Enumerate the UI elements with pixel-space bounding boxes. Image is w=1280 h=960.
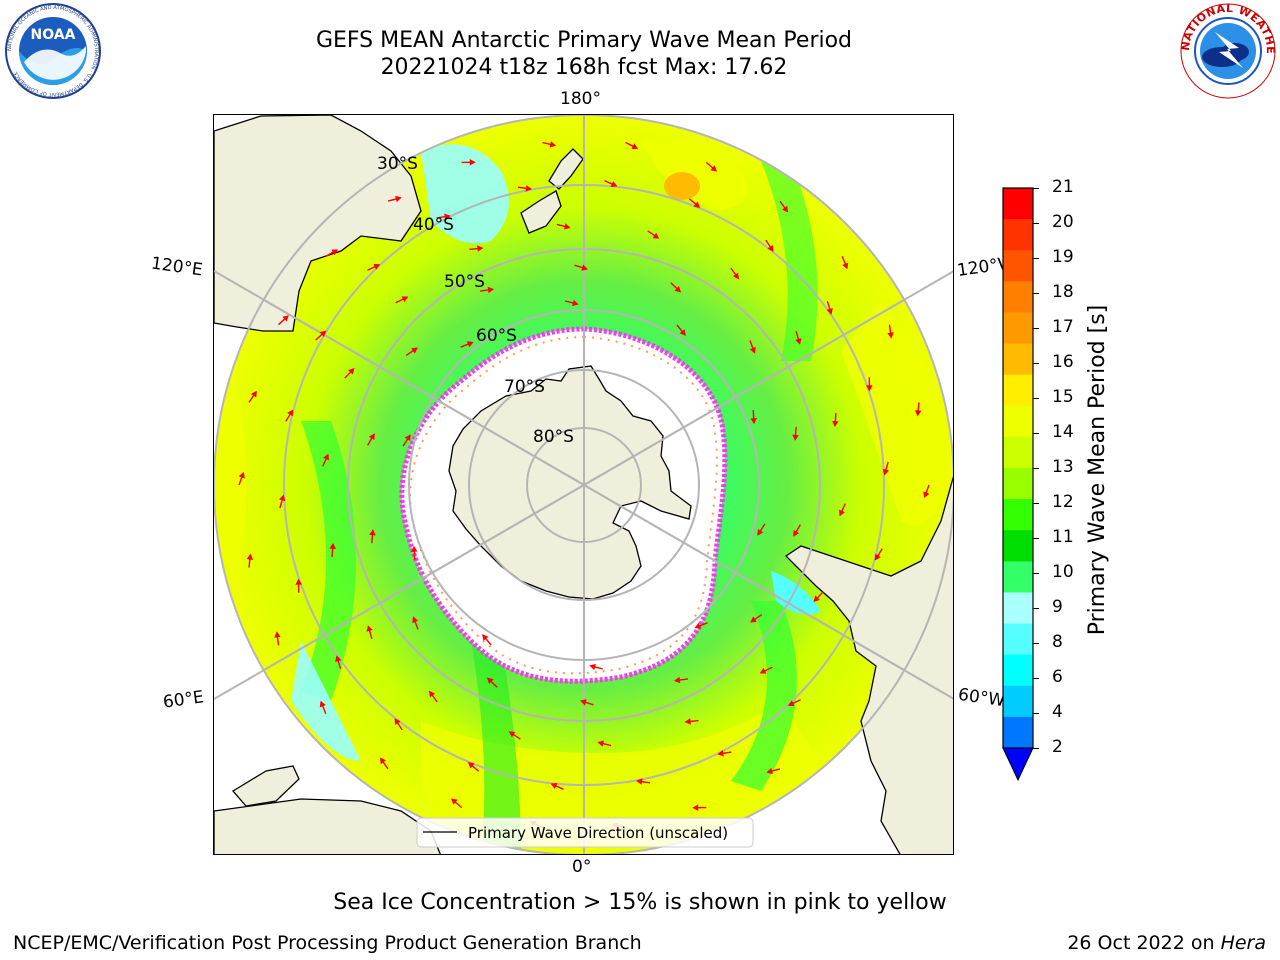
colorbar-segment <box>1003 219 1033 251</box>
colorbar-segment <box>1003 655 1033 687</box>
colorbar-tick-mark <box>1033 188 1039 189</box>
lat-label-80s: 80°S <box>533 427 574 447</box>
colorbar-segment <box>1003 624 1033 656</box>
colorbar-segment <box>1003 468 1033 500</box>
legend-label: Primary Wave Direction (unscaled) <box>468 824 728 842</box>
chart-title: GEFS MEAN Antarctic Primary Wave Mean Pe… <box>0 27 1168 54</box>
noaa-logo: NOAA NATIONAL OCEANIC AND ATMOSPHERIC AD… <box>2 2 105 100</box>
colorbar-tick-mark <box>1033 503 1039 504</box>
colorbar-segment <box>1003 281 1033 313</box>
chart-subtitle: 20221024 t18z 168h fcst Max: 17.62 <box>0 54 1168 81</box>
colorbar-tick-mark <box>1033 748 1039 749</box>
colorbar-label: Primary Wave Mean Period [s] <box>1085 295 1110 645</box>
colorbar-tick: 15 <box>1052 387 1074 407</box>
noaa-logo-text: NOAA <box>31 27 76 43</box>
colorbar-segment <box>1003 686 1033 718</box>
colorbar-tick: 19 <box>1052 247 1074 267</box>
nws-logo: NATIONAL WEATHER SERVICE <box>1177 2 1280 100</box>
colorbar-segment <box>1003 437 1033 469</box>
map-legend: Primary Wave Direction (unscaled) <box>417 818 753 847</box>
colorbar-tick-mark <box>1033 643 1039 644</box>
lon-label-120e: 120°E <box>150 253 204 280</box>
lon-label-60e: 60°E <box>162 687 205 712</box>
lon-label-0: 0° <box>572 857 591 877</box>
colorbar-tick-mark <box>1033 363 1039 364</box>
colorbar-tick-mark <box>1033 678 1039 679</box>
colorbar-tick: 9 <box>1052 597 1063 617</box>
colorbar-tick-mark <box>1033 433 1039 434</box>
colorbar-segment <box>1003 344 1033 376</box>
colorbar-tick: 6 <box>1052 667 1063 687</box>
colorbar-tick-mark <box>1033 573 1039 574</box>
map-panel: 30°S 40°S 50°S 60°S 70°S 80°S Primary Wa… <box>213 114 954 855</box>
colorbar-segment <box>1003 375 1033 407</box>
footer-date-text: 26 Oct 2022 on <box>1067 932 1220 954</box>
colorbar-under-arrow <box>1003 748 1033 780</box>
colorbar-tick-mark <box>1033 328 1039 329</box>
colorbar-segment <box>1003 561 1033 593</box>
colorbar-tick: 18 <box>1052 282 1074 302</box>
footer-branch: NCEP/EMC/Verification Post Processing Pr… <box>13 932 642 954</box>
colorbar-segment <box>1003 250 1033 282</box>
colorbar-tick-mark <box>1033 398 1039 399</box>
lat-label-30s: 30°S <box>377 154 418 174</box>
footer-date: 26 Oct 2022 on Hera <box>1067 932 1266 954</box>
colorbar-tick: 10 <box>1052 562 1074 582</box>
polar-map: 30°S 40°S 50°S 60°S 70°S 80°S Primary Wa… <box>214 115 954 855</box>
colorbar-tick: 16 <box>1052 352 1074 372</box>
colorbar-tick-mark <box>1033 223 1039 224</box>
lon-label-180: 180° <box>560 89 601 109</box>
colorbar-tick: 17 <box>1052 317 1074 337</box>
colorbar-tick: 12 <box>1052 492 1074 512</box>
colorbar-tick-mark <box>1033 293 1039 294</box>
lat-label-70s: 70°S <box>504 377 545 397</box>
colorbar-tick: 21 <box>1052 177 1074 197</box>
colorbar-tick: 14 <box>1052 422 1074 442</box>
colorbar-tick-mark <box>1033 713 1039 714</box>
lat-label-40s: 40°S <box>413 215 454 235</box>
sea-ice-caption: Sea Ice Concentration > 15% is shown in … <box>0 890 1280 915</box>
colorbar-tick-mark <box>1033 608 1039 609</box>
colorbar-tick: 13 <box>1052 457 1074 477</box>
colorbar-segment <box>1003 717 1033 749</box>
colorbar-tick: 8 <box>1052 632 1063 652</box>
colorbar-segment <box>1003 530 1033 562</box>
colorbar-tick: 11 <box>1052 527 1074 547</box>
lat-label-50s: 50°S <box>444 272 485 292</box>
lon-label-60w: 60°W <box>957 685 1006 711</box>
colorbar-tick: 2 <box>1052 737 1063 757</box>
colorbar-tick-mark <box>1033 258 1039 259</box>
colorbar-tick: 4 <box>1052 702 1063 722</box>
colorbar-tick-mark <box>1033 538 1039 539</box>
colorbar-segment <box>1003 499 1033 531</box>
colorbar-segment <box>1003 592 1033 624</box>
lat-label-60s: 60°S <box>476 326 517 346</box>
colorbar-tick: 20 <box>1052 212 1074 232</box>
colorbar-segment <box>1003 312 1033 344</box>
footer-machine: Hera <box>1221 932 1266 954</box>
colorbar-segment <box>1003 406 1033 438</box>
colorbar-tick-mark <box>1033 468 1039 469</box>
colorbar-segment <box>1003 188 1033 220</box>
